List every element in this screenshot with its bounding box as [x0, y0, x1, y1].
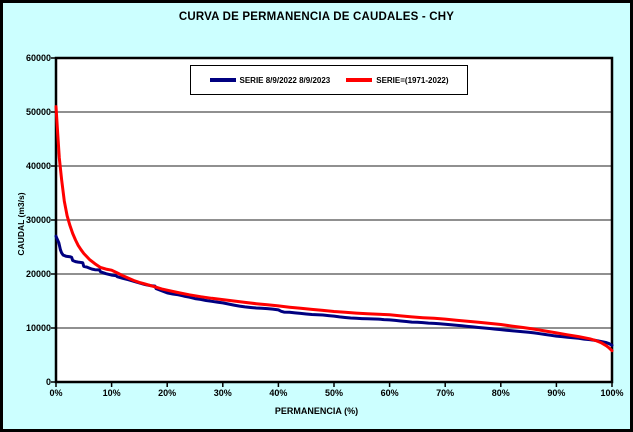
x-tick-label: 20% — [158, 388, 177, 398]
plot-frame — [54, 56, 614, 384]
y-tick-label: 60000 — [25, 53, 51, 63]
x-tick-label: 90% — [547, 388, 566, 398]
y-tick-label: 40000 — [25, 161, 51, 171]
series-line-blue — [54, 234, 614, 347]
legend-label: SERIE 8/9/2022 8/9/2023 — [239, 75, 331, 85]
y-tick-label: 20000 — [25, 269, 51, 279]
legend-line-swatch-blue — [209, 78, 236, 82]
y-tick-label: 10000 — [25, 323, 51, 333]
legend-line-swatch-red — [346, 78, 373, 82]
x-tick-label: 100% — [600, 388, 624, 398]
x-tick-label: 50% — [324, 388, 343, 398]
y-tick-label: 30000 — [25, 215, 51, 225]
x-tick-label: 0% — [49, 388, 63, 398]
x-axis-title: PERMANENCIA (%) — [274, 406, 359, 416]
legend-label: SERIE=(1971-2022) — [376, 75, 449, 85]
x-tick-label: 60% — [380, 388, 399, 398]
legend-item-serie-1971-2022: SERIE=(1971-2022) — [346, 75, 449, 85]
y-tick-label: 50000 — [25, 107, 51, 117]
legend: SERIE 8/9/2022 8/9/2023 SERIE=(1971-2022… — [190, 65, 468, 95]
x-tick-label: 30% — [213, 388, 232, 398]
x-tick-label: 10% — [102, 388, 121, 398]
x-tick-label: 40% — [269, 388, 288, 398]
y-axis-title: CAUDAL (m3/s) — [16, 192, 26, 256]
series-line-red — [54, 105, 614, 353]
x-tick-label: 80% — [491, 388, 510, 398]
x-tick-label: 70% — [436, 388, 455, 398]
y-tick-label: 0 — [45, 377, 51, 387]
legend-item-serie-2022-2023: SERIE 8/9/2022 8/9/2023 — [209, 75, 331, 85]
chart-title: CURVA DE PERMANENCIA DE CAUDALES - CHY — [178, 11, 455, 23]
